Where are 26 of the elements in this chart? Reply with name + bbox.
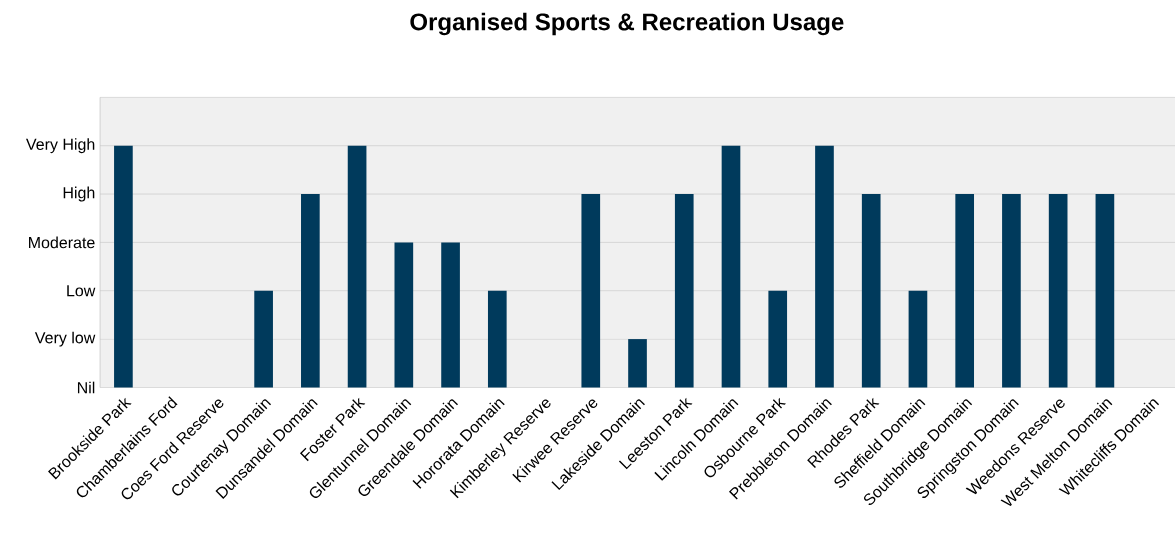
bar [1002, 193, 1021, 388]
ref-line-label: Low [67, 284, 96, 297]
bar [1095, 193, 1115, 388]
bar [908, 290, 928, 388]
bar [114, 145, 133, 388]
ref-line-label: High [63, 186, 95, 202]
chart-title: Organised Sports & Recreation Usage [410, 12, 844, 35]
bar [581, 193, 601, 388]
bar [254, 290, 273, 388]
bar [861, 193, 881, 388]
bar [674, 193, 694, 388]
ref-line-label: Nil [77, 381, 95, 393]
bar [815, 145, 834, 388]
bar [768, 290, 788, 388]
bar [1048, 193, 1068, 388]
bar [394, 242, 414, 388]
bar [347, 145, 367, 388]
ref-line-label: Very low [34, 331, 96, 347]
bar [721, 145, 741, 388]
bar [487, 290, 507, 388]
ref-line-label: Moderate [29, 236, 95, 249]
bar [628, 338, 647, 388]
bar [441, 242, 460, 388]
bar [301, 193, 320, 388]
bar [955, 193, 975, 388]
ref-line-label: Very High [26, 138, 95, 153]
